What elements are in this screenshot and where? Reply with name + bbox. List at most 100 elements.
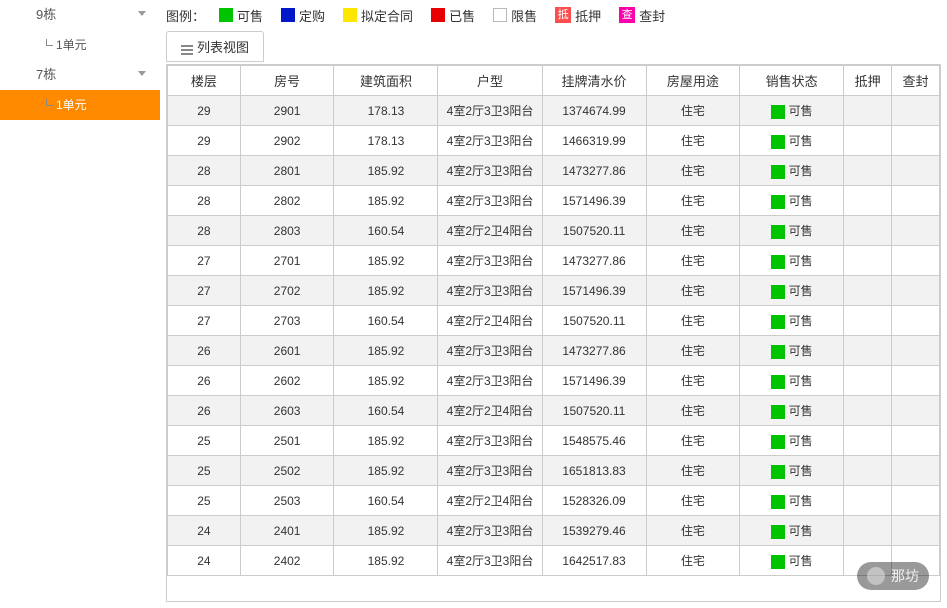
cell-usage: 住宅 [646, 186, 740, 216]
cell-price: 1571496.39 [542, 276, 646, 306]
cell-mortgage [844, 246, 892, 276]
cell-mortgage [844, 396, 892, 426]
cell-usage: 住宅 [646, 336, 740, 366]
cell-room: 2702 [240, 276, 334, 306]
cell-room: 2602 [240, 366, 334, 396]
tree-building[interactable]: 9栋 [0, 0, 160, 30]
legend-item: 拟定合同 [343, 6, 413, 25]
cell-price: 1466319.99 [542, 126, 646, 156]
status-swatch [771, 555, 785, 569]
cell-price: 1571496.39 [542, 366, 646, 396]
cell-area: 160.54 [334, 216, 438, 246]
cell-floor: 26 [168, 396, 241, 426]
tree-unit[interactable]: 1单元 [0, 30, 160, 60]
table-row[interactable]: 292902178.134室2厅3卫3阳台1466319.99住宅可售 [168, 126, 940, 156]
table-row[interactable]: 262603160.544室2厅2卫4阳台1507520.11住宅可售 [168, 396, 940, 426]
legend-badge: 抵 [555, 7, 571, 23]
table-row[interactable]: 272703160.544室2厅2卫4阳台1507520.11住宅可售 [168, 306, 940, 336]
tab-label: 列表视图 [197, 40, 249, 55]
cell-room: 2503 [240, 486, 334, 516]
tree-unit[interactable]: 1单元 [0, 90, 160, 120]
table-scroll[interactable]: 楼层房号建筑面积户型挂牌清水价房屋用途销售状态抵押查封 292901178.13… [167, 65, 940, 601]
table-row[interactable]: 252501185.924室2厅3卫3阳台1548575.46住宅可售 [168, 426, 940, 456]
legend-item: 可售 [219, 6, 263, 25]
legend-label: 可售 [237, 6, 263, 25]
cell-room: 2401 [240, 516, 334, 546]
cell-status: 可售 [740, 96, 844, 126]
main-panel: 图例： 可售定购拟定合同已售限售抵抵押查查封 列表视图 楼层房号建筑面积户型挂牌… [160, 0, 947, 608]
legend-label: 查封 [639, 6, 665, 25]
col-room[interactable]: 房号 [240, 66, 334, 96]
cell-mortgage [844, 486, 892, 516]
col-mortgage[interactable]: 抵押 [844, 66, 892, 96]
col-price[interactable]: 挂牌清水价 [542, 66, 646, 96]
cell-area: 178.13 [334, 96, 438, 126]
table-row[interactable]: 272701185.924室2厅3卫3阳台1473277.86住宅可售 [168, 246, 940, 276]
status-swatch [771, 165, 785, 179]
col-layout[interactable]: 户型 [438, 66, 542, 96]
table-row[interactable]: 252502185.924室2厅3卫3阳台1651813.83住宅可售 [168, 456, 940, 486]
col-floor[interactable]: 楼层 [168, 66, 241, 96]
legend-swatch [219, 8, 233, 22]
table-row[interactable]: 262602185.924室2厅3卫3阳台1571496.39住宅可售 [168, 366, 940, 396]
col-seize[interactable]: 查封 [892, 66, 940, 96]
cell-floor: 25 [168, 426, 241, 456]
cell-usage: 住宅 [646, 306, 740, 336]
cell-room: 2603 [240, 396, 334, 426]
cell-status: 可售 [740, 426, 844, 456]
chevron-down-icon [138, 11, 146, 16]
cell-room: 2801 [240, 156, 334, 186]
status-text: 可售 [789, 224, 813, 238]
cell-layout: 4室2厅3卫3阳台 [438, 126, 542, 156]
status-swatch [771, 135, 785, 149]
status-swatch [771, 495, 785, 509]
tree-item-label: 7栋 [36, 67, 56, 82]
table-row[interactable]: 242402185.924室2厅3卫3阳台1642517.83住宅可售 [168, 546, 940, 576]
table-row[interactable]: 282803160.544室2厅2卫4阳台1507520.11住宅可售 [168, 216, 940, 246]
cell-seize [892, 396, 940, 426]
cell-layout: 4室2厅3卫3阳台 [438, 456, 542, 486]
col-status[interactable]: 销售状态 [740, 66, 844, 96]
table-row[interactable]: 262601185.924室2厅3卫3阳台1473277.86住宅可售 [168, 336, 940, 366]
cell-usage: 住宅 [646, 276, 740, 306]
cell-seize [892, 246, 940, 276]
col-area[interactable]: 建筑面积 [334, 66, 438, 96]
table-row[interactable]: 282801185.924室2厅3卫3阳台1473277.86住宅可售 [168, 156, 940, 186]
table-row[interactable]: 282802185.924室2厅3卫3阳台1571496.39住宅可售 [168, 186, 940, 216]
cell-seize [892, 126, 940, 156]
table-row[interactable]: 292901178.134室2厅3卫3阳台1374674.99住宅可售 [168, 96, 940, 126]
cell-floor: 25 [168, 486, 241, 516]
cell-price: 1473277.86 [542, 336, 646, 366]
cell-usage: 住宅 [646, 246, 740, 276]
legend-item: 定购 [281, 6, 325, 25]
cell-layout: 4室2厅3卫3阳台 [438, 96, 542, 126]
cell-room: 2902 [240, 126, 334, 156]
cell-price: 1374674.99 [542, 96, 646, 126]
cell-room: 2501 [240, 426, 334, 456]
cell-price: 1571496.39 [542, 186, 646, 216]
cell-mortgage [844, 216, 892, 246]
cell-layout: 4室2厅2卫4阳台 [438, 486, 542, 516]
cell-layout: 4室2厅3卫3阳台 [438, 276, 542, 306]
sidebar: 9栋1单元7栋1单元 [0, 0, 160, 608]
tree-building[interactable]: 7栋 [0, 60, 160, 90]
table-row[interactable]: 242401185.924室2厅3卫3阳台1539279.46住宅可售 [168, 516, 940, 546]
col-usage[interactable]: 房屋用途 [646, 66, 740, 96]
cell-status: 可售 [740, 306, 844, 336]
status-swatch [771, 255, 785, 269]
cell-area: 178.13 [334, 126, 438, 156]
cell-area: 185.92 [334, 336, 438, 366]
tab-list-view[interactable]: 列表视图 [166, 31, 264, 62]
cell-area: 160.54 [334, 486, 438, 516]
cell-mortgage [844, 516, 892, 546]
table-row[interactable]: 272702185.924室2厅3卫3阳台1571496.39住宅可售 [168, 276, 940, 306]
legend-swatch [431, 8, 445, 22]
cell-area: 185.92 [334, 186, 438, 216]
cell-usage: 住宅 [646, 366, 740, 396]
cell-floor: 24 [168, 516, 241, 546]
status-text: 可售 [789, 254, 813, 268]
cell-usage: 住宅 [646, 96, 740, 126]
table-row[interactable]: 252503160.544室2厅2卫4阳台1528326.09住宅可售 [168, 486, 940, 516]
cell-usage: 住宅 [646, 396, 740, 426]
legend-badge: 查 [619, 7, 635, 23]
